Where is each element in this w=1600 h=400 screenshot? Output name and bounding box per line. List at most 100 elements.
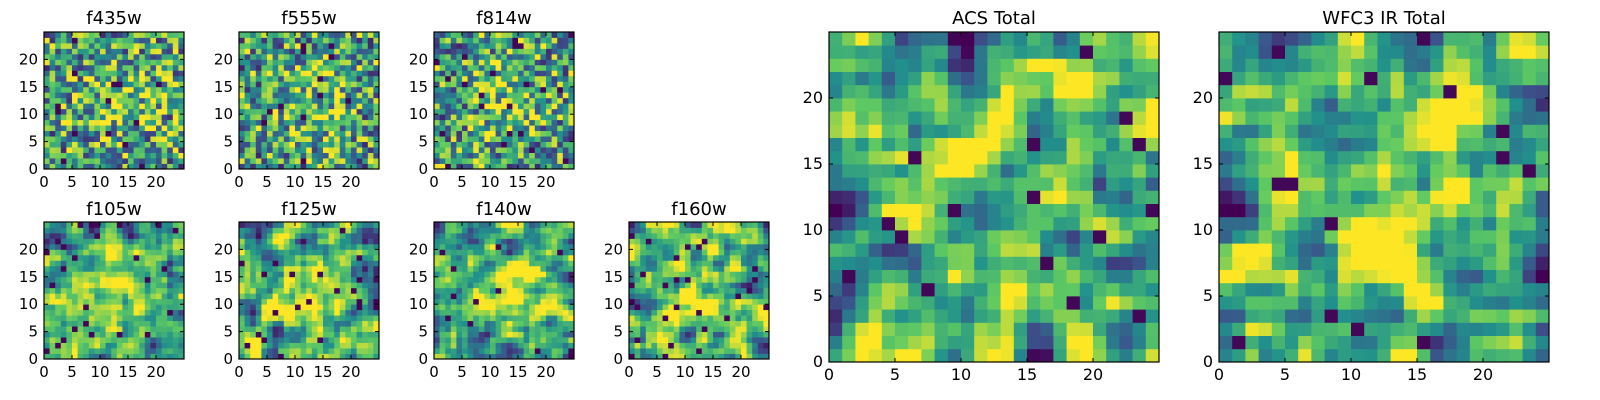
heatmap-cell: [334, 238, 341, 245]
heatmap-cell: [445, 232, 452, 239]
heatmap-cell: [72, 315, 78, 322]
heatmap-cell: [518, 97, 524, 104]
heatmap-cell: [295, 320, 301, 327]
heatmap-cell: [122, 53, 129, 60]
heatmap-cell: [105, 243, 112, 250]
y-tick-label: 15: [409, 268, 428, 286]
heatmap-cell: [434, 265, 440, 272]
heatmap-cell: [272, 353, 279, 360]
heatmap-cell: [987, 177, 1001, 191]
heatmap-cell: [278, 315, 285, 322]
heatmap-cell: [83, 238, 90, 245]
heatmap-cell: [645, 254, 652, 261]
heatmap-cell: [484, 147, 491, 153]
heatmap-cell: [484, 337, 491, 343]
heatmap-cell: [568, 130, 575, 137]
heatmap-cell: [49, 114, 56, 121]
heatmap-cell: [534, 304, 541, 311]
heatmap-cell: [172, 81, 179, 88]
heatmap-cell: [1079, 296, 1094, 310]
heatmap-cell: [713, 260, 719, 267]
heatmap-cell: [685, 309, 691, 316]
heatmap-cell: [306, 227, 313, 234]
heatmap-cell: [668, 315, 675, 322]
heatmap-cell: [66, 119, 73, 126]
heatmap-cell: [668, 309, 675, 316]
heatmap-cell: [367, 227, 374, 234]
heatmap-cell: [462, 42, 468, 49]
heatmap-cell: [100, 158, 106, 164]
heatmap-cell: [478, 141, 485, 148]
heatmap-cell: [484, 254, 491, 261]
heatmap-cell: [133, 92, 140, 99]
heatmap-cell: [673, 320, 680, 327]
heatmap-cell: [961, 203, 975, 218]
heatmap-cell: [306, 243, 313, 250]
heatmap-cell: [356, 114, 363, 121]
heatmap-cell: [334, 298, 341, 305]
heatmap-cell: [339, 238, 346, 245]
heatmap-cell: [868, 190, 883, 204]
heatmap-cell: [1066, 177, 1081, 191]
heatmap-cell: [562, 147, 569, 153]
heatmap-cell: [323, 70, 329, 77]
heatmap-cell: [484, 152, 491, 159]
heatmap-cell: [1132, 282, 1147, 297]
heatmap-cell: [105, 103, 112, 110]
heatmap-cell: [100, 260, 106, 267]
heatmap-cell: [250, 298, 257, 305]
heatmap-cell: [150, 243, 157, 250]
heatmap-cell: [306, 136, 313, 142]
heatmap-cell: [55, 108, 62, 115]
heatmap-cell: [272, 75, 279, 82]
heatmap-cell: [546, 309, 552, 316]
heatmap-cell: [122, 136, 129, 142]
heatmap-cell: [961, 269, 975, 284]
heatmap-cell: [439, 158, 446, 164]
heatmap-cell: [49, 254, 56, 261]
heatmap-cell: [283, 81, 290, 88]
heatmap-cell: [662, 320, 669, 327]
heatmap-cell: [311, 249, 318, 256]
heatmap-cell: [178, 326, 185, 332]
heatmap-cell: [651, 282, 658, 289]
heatmap-cell: [746, 227, 753, 234]
heatmap-cell: [267, 238, 273, 245]
heatmap-cell: [534, 298, 541, 305]
heatmap-cell: [339, 309, 346, 316]
heatmap-cell: [133, 158, 140, 164]
heatmap-cell: [167, 238, 174, 245]
heatmap-cell: [685, 238, 691, 245]
heatmap-cell: [450, 271, 457, 278]
heatmap-cell: [139, 353, 146, 360]
heatmap-cell: [662, 276, 669, 283]
heatmap-cell: [116, 232, 123, 239]
heatmap-cell: [111, 337, 118, 343]
heatmap-cell: [987, 164, 1001, 178]
heatmap-cell: [295, 119, 301, 126]
heatmap-cell: [72, 260, 78, 267]
heatmap-cell: [450, 254, 457, 261]
heatmap-cell: [362, 287, 369, 294]
heatmap-cell: [278, 320, 285, 327]
heatmap-cell: [351, 232, 357, 239]
heatmap-cell: [551, 320, 558, 327]
heatmap-cell: [133, 315, 140, 322]
heatmap-cell: [122, 141, 129, 148]
heatmap-cell: [278, 348, 285, 354]
heatmap-cell: [283, 227, 290, 234]
heatmap-cell: [546, 163, 552, 170]
heatmap-cell: [707, 348, 714, 354]
heatmap-cell: [306, 86, 313, 93]
heatmap-cell: [551, 265, 558, 272]
heatmap-cell: [829, 309, 843, 323]
heatmap-cell: [707, 320, 714, 327]
heatmap-cell: [128, 42, 134, 49]
heatmap-cell: [696, 271, 703, 278]
heatmap-cell: [83, 293, 90, 300]
heatmap-cell: [490, 108, 496, 115]
heatmap-cell: [283, 114, 290, 121]
heatmap-cell: [645, 337, 652, 343]
heatmap-cell: [161, 64, 168, 71]
